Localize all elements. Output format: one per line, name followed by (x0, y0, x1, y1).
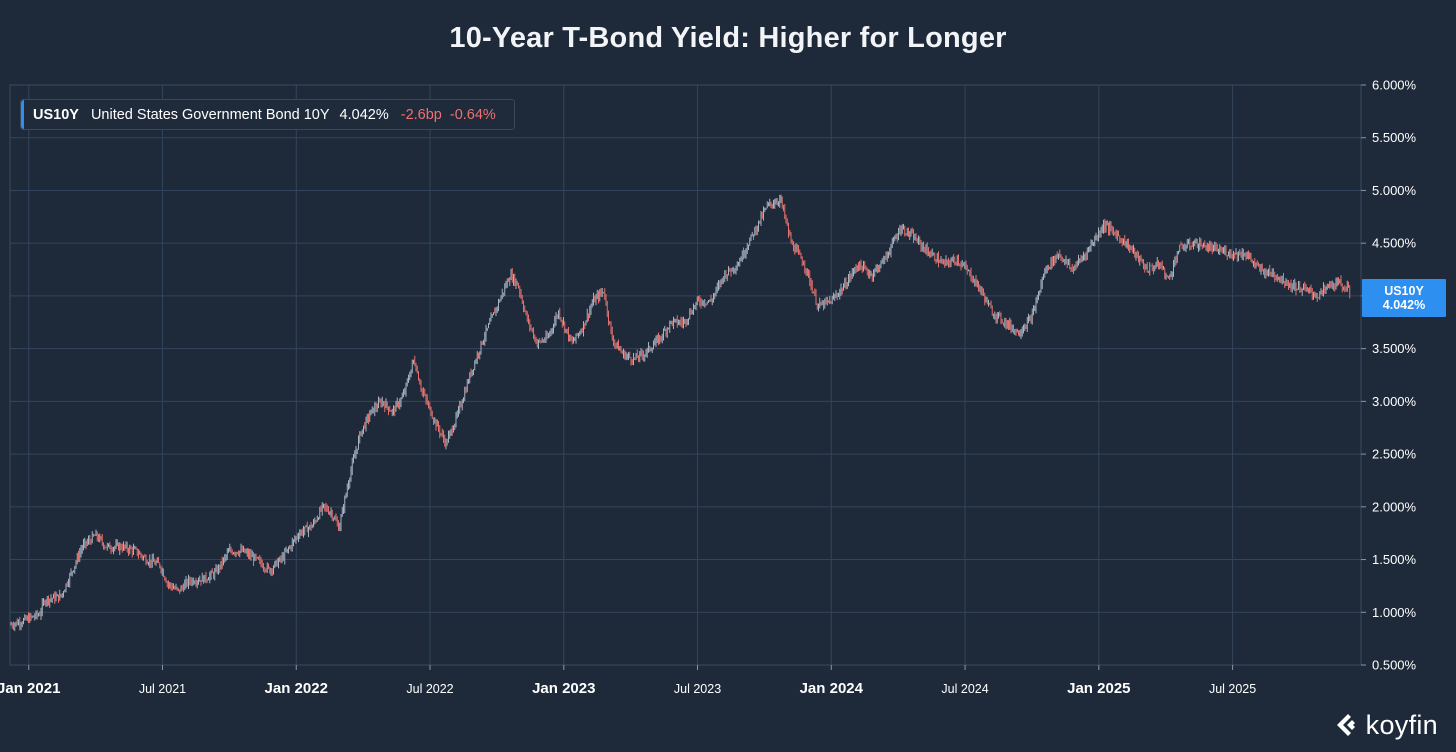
badge-symbol: US10Y (1384, 284, 1424, 298)
y-tick-label: 5.000% (1372, 183, 1417, 198)
y-tick-label: 5.500% (1372, 130, 1417, 145)
y-tick-label: 4.500% (1372, 236, 1417, 251)
y-tick-label: 1.500% (1372, 552, 1417, 567)
y-axis: 6.000%5.500%5.000%4.500%4.000%3.500%3.00… (1361, 78, 1417, 673)
y-tick-label: 2.500% (1372, 447, 1417, 462)
legend-value: 4.042% (339, 106, 389, 123)
koyfin-logo: koyfin (1332, 708, 1438, 742)
y-tick-label: 3.000% (1372, 394, 1417, 409)
x-tick-label: Jul 2022 (406, 682, 453, 696)
y-tick-label: 1.000% (1372, 605, 1417, 620)
plot-frame (9, 84, 1362, 666)
x-axis: Jan 2021 Jul 2021 Jan 2022 Jul 2022 Jan 2023… (0, 665, 1256, 697)
y-tick-label: 0.500% (1372, 658, 1417, 673)
legend-symbol: US10Y (33, 106, 79, 123)
y-tick-label: 2.000% (1372, 499, 1417, 514)
x-tick-label: Jan 2025 (1067, 680, 1130, 697)
x-tick-label: Jul 2024 (941, 682, 988, 696)
x-tick-label: Jan 2021 (0, 680, 60, 697)
price-series (10, 194, 1351, 632)
legend-color-bar (21, 100, 24, 129)
x-tick-label: Jul 2021 (139, 682, 186, 696)
x-tick-label: Jan 2022 (265, 680, 328, 697)
y-tick-label: 3.500% (1372, 341, 1417, 356)
badge-value: 4.042% (1382, 298, 1426, 312)
y-tick-label: 6.000% (1372, 78, 1417, 93)
legend-change-pct: -0.64% (449, 106, 496, 123)
legend-change-bp: -2.6bp (400, 106, 442, 123)
x-tick-label: Jan 2024 (800, 680, 864, 697)
chart-title: 10-Year T-Bond Yield: Higher for Longer (449, 22, 1007, 54)
legend-name: United States Government Bond 10Y (90, 106, 330, 123)
x-tick-label: Jul 2023 (674, 682, 721, 696)
series-legend[interactable]: US10Y United States Government Bond 10Y … (20, 99, 515, 130)
grid-lines (10, 84, 1361, 666)
brand-name: koyfin (1365, 709, 1438, 740)
x-tick-label: Jan 2023 (532, 680, 595, 697)
x-tick-label: Jul 2025 (1209, 682, 1256, 696)
koyfin-logo-icon (1336, 714, 1355, 736)
current-value-badge: US10Y 4.042% (1362, 279, 1446, 317)
